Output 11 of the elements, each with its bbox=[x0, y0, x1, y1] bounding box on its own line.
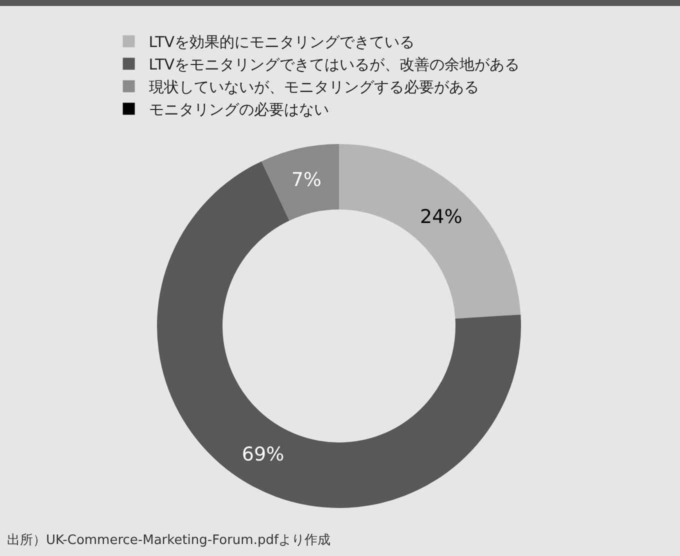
legend-label: 現状していないが、モニタリングする必要がある bbox=[148, 78, 479, 96]
donut-slice bbox=[262, 144, 339, 221]
data-label: 24% bbox=[420, 206, 462, 228]
data-label: 69% bbox=[242, 443, 284, 466]
legend-label: LTVを効果的にモニタリングできている bbox=[148, 33, 415, 52]
text: 出所）UK-Commerce-Marketing-Forum.pdfより作成 bbox=[7, 533, 331, 548]
donut-slice bbox=[157, 161, 521, 508]
data-label: 7% bbox=[291, 169, 322, 192]
donut-slice bbox=[339, 144, 521, 319]
legend-label: モニタリングの必要はない bbox=[148, 100, 329, 119]
legend-label: LTVをモニタリングできてはいるが、改善の余地がある bbox=[148, 56, 520, 74]
